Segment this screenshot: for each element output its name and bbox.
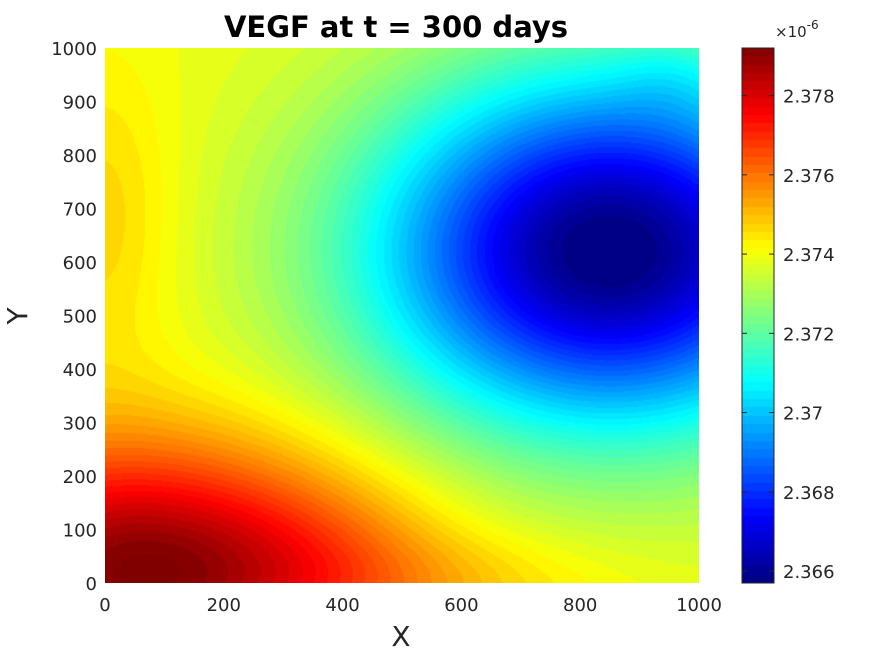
colorbar-gradient [742,48,774,583]
y-tick-label: 300 [63,414,97,435]
colorbar-tick-label: 2.37 [783,404,823,425]
colorbar-tick-label: 2.372 [783,324,835,345]
x-tick-label: 1000 [676,595,722,616]
x-axis: 0 200 400 600 800 1000 [99,595,722,616]
x-tick-label: 200 [207,595,241,616]
colorbar-tick-label: 2.374 [783,245,835,266]
plot-area [105,48,699,583]
colorbar-tick-label: 2.366 [783,562,835,583]
heatmap-field [105,48,699,583]
y-tick-label: 500 [63,307,97,328]
x-tick-label: 600 [444,595,478,616]
y-tick-label: 200 [63,467,97,488]
y-tick-label: 700 [63,200,97,221]
y-tick-label: 900 [63,93,97,114]
colorbar-axis: 2.366 2.368 2.37 2.372 2.374 2.376 2.378 [742,87,835,583]
colorbar-exponent-power: -6 [807,18,819,32]
colorbar-tick-label: 2.376 [783,166,835,187]
y-tick-label: 400 [63,360,97,381]
colorbar-frame [741,47,775,584]
colorbar-tick-label: 2.368 [783,483,835,504]
y-tick-label: 100 [63,521,97,542]
y-tick-label: 800 [63,146,97,167]
colorbar-exponent: ×10-6 [775,18,819,41]
colorbar [742,48,774,583]
x-tick-label: 0 [99,595,110,616]
colorbar-tick-label: 2.378 [783,87,835,108]
x-tick-label: 800 [563,595,597,616]
y-axis: 0 100 200 300 400 500 600 700 800 900 1000 [51,39,97,595]
y-tick-label: 600 [63,253,97,274]
y-tick-label: 1000 [51,39,97,60]
chart-title: VEGF at t = 300 days [224,10,568,44]
y-tick-label: 0 [86,574,97,595]
y-axis-label: Y [1,307,34,326]
colorbar-exponent-base: ×10 [775,23,807,41]
x-axis-label: X [391,620,410,653]
x-tick-label: 400 [325,595,359,616]
